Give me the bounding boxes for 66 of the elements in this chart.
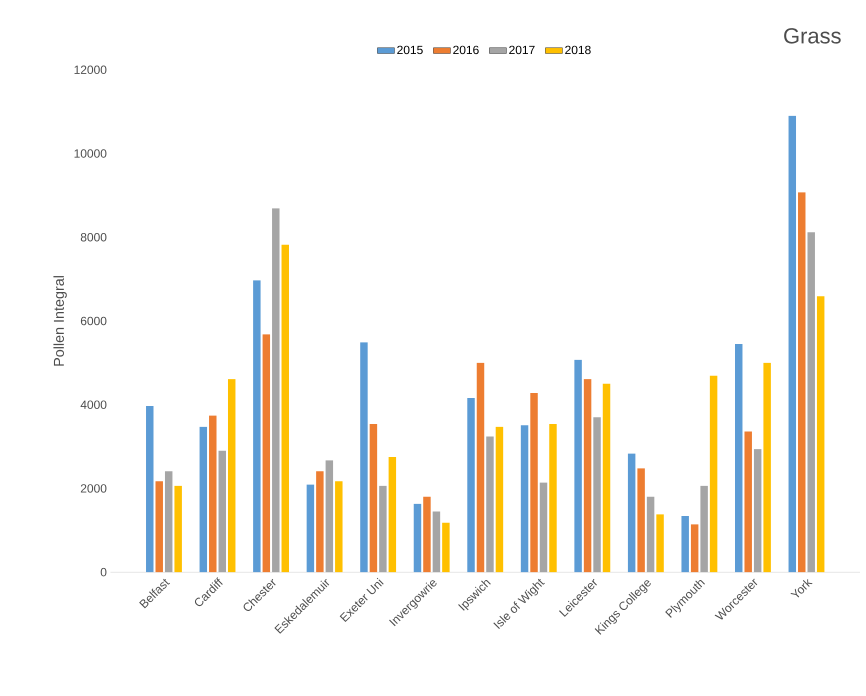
- bar: [520, 425, 528, 572]
- bar: [584, 379, 592, 572]
- bar: [432, 512, 440, 572]
- bar: [788, 116, 796, 572]
- bar: [656, 514, 664, 572]
- bar: [700, 486, 708, 572]
- bar: [467, 398, 475, 572]
- bar: [807, 232, 815, 572]
- bar: [754, 449, 762, 572]
- bar: [218, 450, 226, 572]
- bar: [326, 460, 334, 572]
- bar: [602, 384, 610, 572]
- bar: [423, 496, 431, 572]
- bar: [272, 208, 280, 572]
- bar: [646, 496, 654, 572]
- bar: [360, 342, 368, 572]
- bar: [690, 524, 698, 572]
- y-axis-title: Pollen Integral: [53, 276, 67, 366]
- y-tick-label: 2000: [80, 484, 106, 493]
- legend-label: 2016: [453, 46, 479, 54]
- bar: [574, 360, 582, 572]
- bar: [228, 379, 236, 572]
- y-tick-label: 12000: [74, 66, 106, 74]
- x-tick-label: York: [790, 578, 813, 598]
- bar: [530, 393, 538, 572]
- bar: [174, 486, 182, 572]
- y-tick-label: 0: [100, 568, 106, 576]
- bar: [496, 426, 504, 572]
- bar: [282, 244, 289, 572]
- bar: [476, 362, 484, 572]
- bar: [710, 376, 718, 572]
- bar: [628, 454, 636, 572]
- bar: [637, 468, 645, 572]
- legend-label: 2018: [565, 46, 591, 54]
- y-tick-label: 6000: [80, 316, 106, 326]
- bar: [798, 192, 806, 572]
- y-tick-label: 4000: [80, 400, 106, 410]
- bar: [486, 436, 494, 572]
- bar: [540, 482, 548, 572]
- bar: [593, 417, 601, 572]
- bar: [388, 457, 396, 572]
- bar: [442, 522, 450, 572]
- bar: [146, 406, 154, 572]
- bar: [253, 280, 261, 572]
- bar: [379, 486, 387, 572]
- legend-label: 2015: [397, 46, 423, 54]
- bar: [200, 426, 208, 572]
- bar: [763, 362, 771, 572]
- bar: [262, 334, 270, 572]
- bar: [155, 481, 163, 572]
- legend-label: 2017: [509, 46, 535, 54]
- y-tick-label: 10000: [74, 149, 106, 158]
- bar: [414, 504, 422, 572]
- bar: [370, 424, 378, 572]
- bar: [335, 481, 343, 572]
- bar: [209, 416, 217, 572]
- bar: [164, 471, 172, 572]
- bar: [816, 296, 824, 572]
- bar: [306, 484, 314, 572]
- y-tick-label: 8000: [80, 233, 106, 242]
- bar: [744, 432, 752, 572]
- bar: [735, 344, 742, 572]
- bar: [681, 516, 689, 572]
- bar: [549, 424, 557, 572]
- bar: [316, 471, 324, 572]
- chart-title: Grass: [784, 28, 841, 44]
